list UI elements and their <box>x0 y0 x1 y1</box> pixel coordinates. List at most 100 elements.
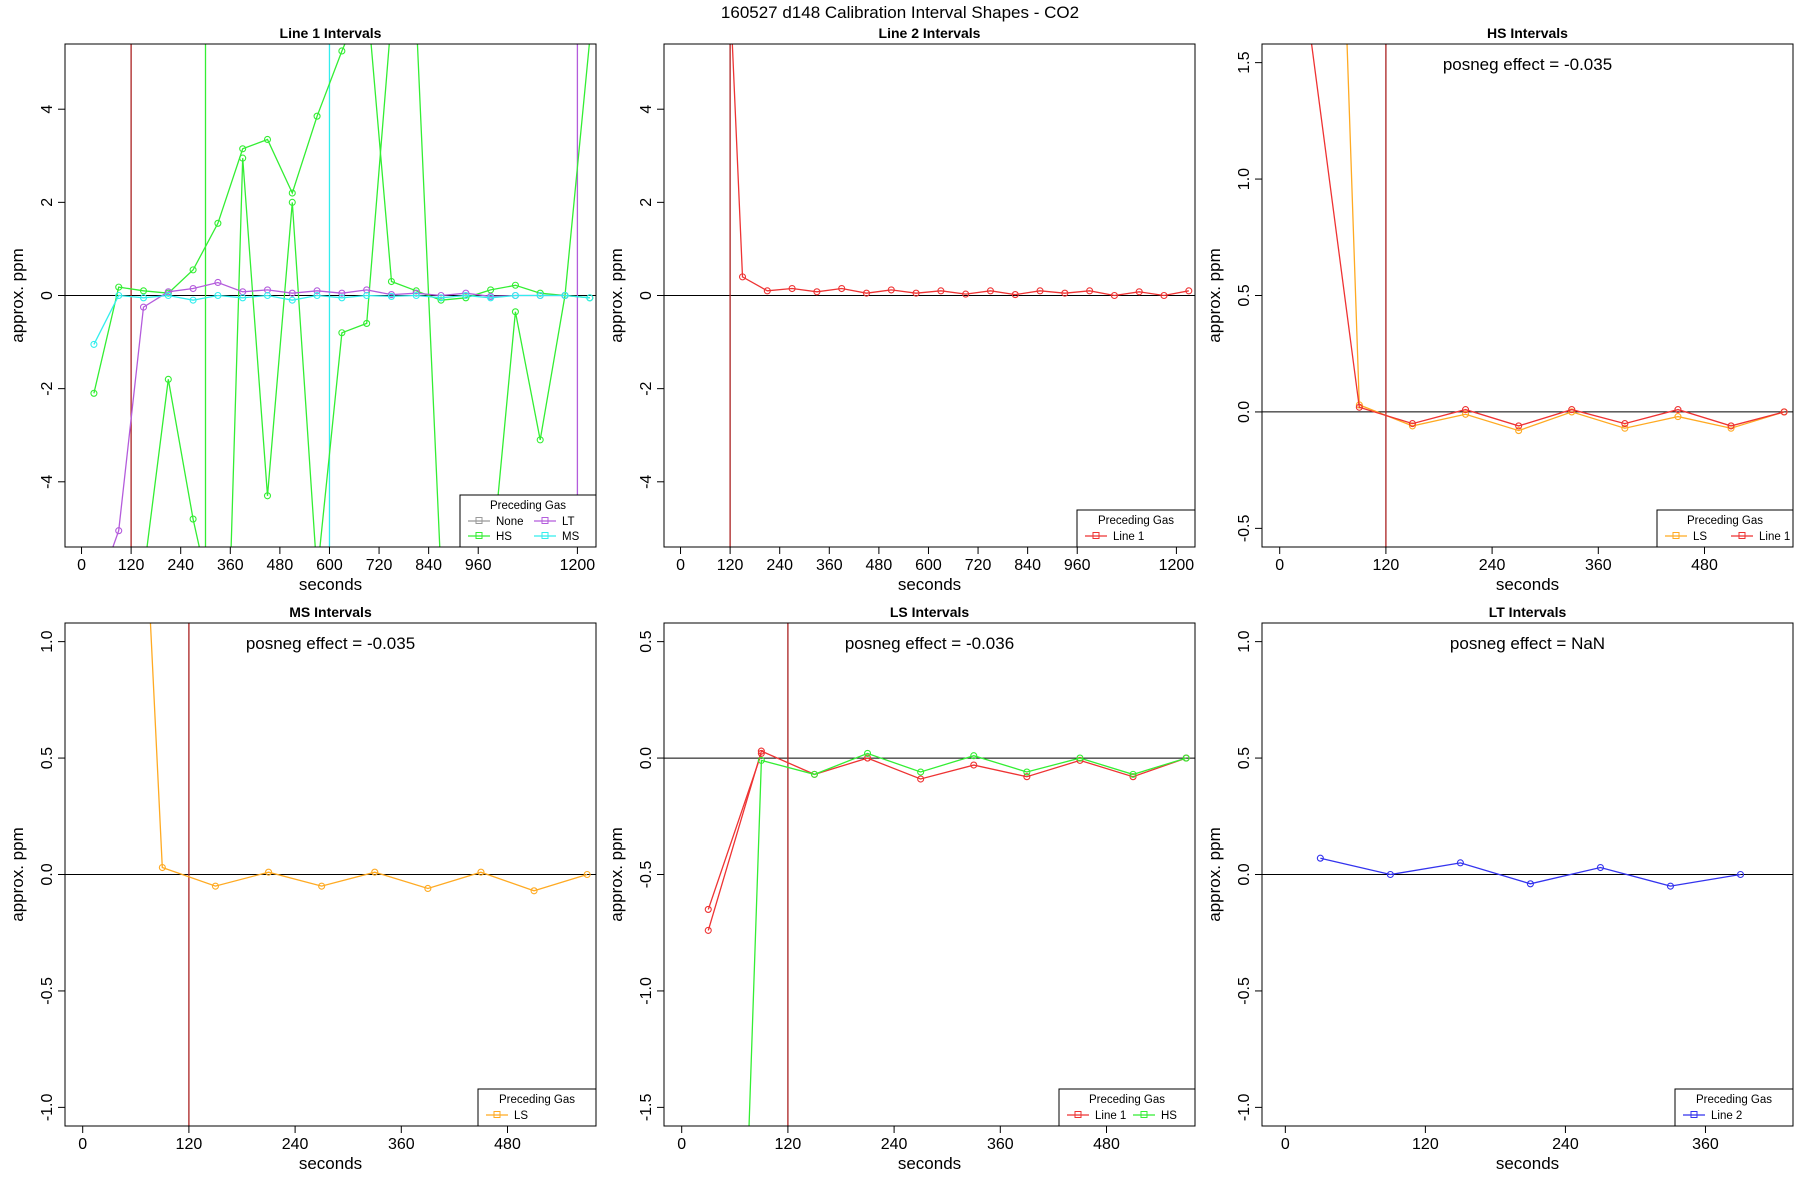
data-point <box>970 761 978 769</box>
legend-box <box>1674 1088 1794 1127</box>
x-axis-label: seconds <box>1496 1154 1559 1173</box>
data-point <box>511 308 519 316</box>
data-point <box>536 291 544 300</box>
legend-swatch-marker <box>475 532 483 539</box>
y-tick-label: 1.0 <box>39 630 56 652</box>
data-point <box>288 296 296 304</box>
y-tick-label: 0.5 <box>638 630 655 652</box>
data-point <box>1061 289 1069 297</box>
x-tick-label: 840 <box>415 557 442 574</box>
data-point <box>487 294 495 302</box>
x-tick-label: 360 <box>1585 557 1612 574</box>
legend-title: Preceding Gas <box>1089 1094 1165 1106</box>
data-point <box>371 868 379 876</box>
data-point <box>90 340 98 348</box>
legend: Preceding Gas Line 1 HS <box>1058 1088 1196 1127</box>
y-tick-label: 4 <box>39 105 56 114</box>
panel-title: Line 2 Intervals <box>879 25 981 41</box>
data-point <box>862 289 871 297</box>
data-point <box>139 287 148 295</box>
x-tick-label: 480 <box>494 1136 521 1153</box>
panel-title: MS Intervals <box>289 604 372 620</box>
data-point <box>338 289 346 297</box>
legend-label: MS <box>562 531 580 543</box>
y-tick-label: -4 <box>39 475 56 489</box>
y-tick-label: 4 <box>638 105 655 114</box>
data-point <box>1182 754 1190 762</box>
y-tick-label: 0.5 <box>39 747 56 769</box>
x-tick-label: 720 <box>965 557 992 574</box>
data-point <box>1515 427 1523 435</box>
legend-title: Preceding Gas <box>499 1094 575 1106</box>
data-point <box>387 277 396 286</box>
data-point <box>202 572 208 578</box>
panel-4: LS Intervals 0 120 240 360 480 -1.5 -1.0 -0.5 0.0… <box>607 604 1196 1173</box>
legend: Preceding Gas Line 2 <box>1674 1088 1794 1127</box>
data-point <box>158 863 166 872</box>
data-point <box>338 294 346 302</box>
legend-label: Line 1 <box>1113 531 1144 543</box>
legend-swatch-marker <box>541 532 549 539</box>
y-axis-label: approx. ppm <box>8 248 27 343</box>
y-axis-label: approx. ppm <box>1205 248 1224 343</box>
data-point <box>164 291 172 300</box>
legend: Preceding Gas Line 1 <box>1076 509 1196 548</box>
data-point <box>437 294 445 302</box>
data-point <box>1129 773 1137 781</box>
series-line-hs <box>230 44 390 547</box>
x-tick-label: 600 <box>915 557 942 574</box>
panel-title: HS Intervals <box>1487 25 1568 41</box>
legend-label: LS <box>514 1110 528 1122</box>
y-tick-label: 0.5 <box>1236 747 1253 769</box>
data-point <box>586 294 594 302</box>
data-point <box>189 266 197 274</box>
legend-title: Preceding Gas <box>1687 515 1763 527</box>
data-point <box>288 198 296 206</box>
data-point <box>1780 408 1788 416</box>
posneg-annotation: posneg effect = -0.035 <box>1443 55 1612 74</box>
data-point <box>424 884 432 893</box>
data-point <box>1736 870 1745 879</box>
y-tick-label: 1.5 <box>1236 51 1253 73</box>
legend-box <box>1656 509 1794 548</box>
data-point <box>887 286 895 294</box>
y-tick-label: 0.0 <box>638 747 655 769</box>
x-tick-label: 360 <box>217 557 244 574</box>
data-point <box>263 291 272 300</box>
data-point <box>318 882 326 890</box>
data-point <box>1343 13 1349 19</box>
data-point <box>313 112 321 120</box>
data-point <box>462 291 470 300</box>
data-point <box>338 329 346 337</box>
data-point <box>214 291 222 300</box>
x-tick-label: 0 <box>1281 1136 1290 1153</box>
data-point <box>214 278 222 287</box>
data-point <box>338 47 346 55</box>
data-point <box>1076 754 1084 762</box>
data-point <box>1462 410 1470 418</box>
y-tick-label: -4 <box>638 475 655 489</box>
data-point <box>1727 422 1735 430</box>
legend-swatch-marker <box>1690 1111 1698 1118</box>
data-point <box>437 291 445 300</box>
data-point <box>1011 291 1019 299</box>
data-point <box>1568 406 1576 414</box>
legend-swatch-marker <box>541 517 549 524</box>
x-axis-label: seconds <box>1496 575 1559 594</box>
data-point <box>413 13 419 19</box>
data-point <box>1568 408 1576 416</box>
data-point <box>863 754 872 762</box>
legend-title: Preceding Gas <box>490 500 566 512</box>
y-axis-label: approx. ppm <box>607 827 626 922</box>
y-tick-label: -1.0 <box>638 977 655 1005</box>
data-point <box>1462 406 1470 414</box>
x-tick-label: 120 <box>775 1136 802 1153</box>
series-line-ms <box>93 294 590 345</box>
series-line-ls <box>149 623 588 892</box>
data-point <box>115 527 123 535</box>
legend-label: Line 1 <box>1095 1110 1126 1122</box>
y-tick-label: -1.0 <box>1236 1093 1253 1121</box>
series-line-line-1 <box>707 753 763 910</box>
y-tick-label: 2 <box>638 198 655 207</box>
